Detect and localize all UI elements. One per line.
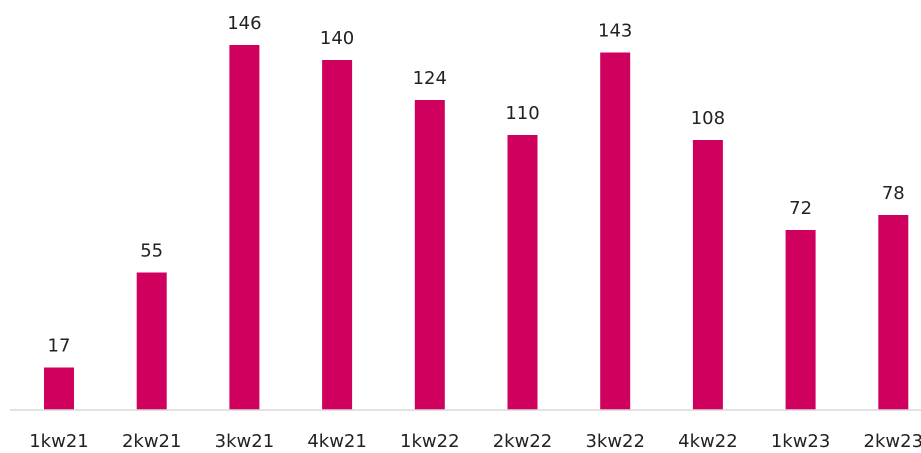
- value-label-1kw23: 72: [789, 198, 812, 219]
- bar-1kw22: [414, 100, 445, 410]
- category-label-4kw21: 4kw21: [307, 431, 367, 452]
- bar-2kw21: [136, 272, 167, 410]
- bar-3kw21: [229, 45, 260, 410]
- value-label-2kw22: 110: [505, 103, 539, 124]
- value-label-4kw21: 140: [320, 28, 354, 49]
- value-labels-group: 17 55 146 140 124 110 143 108 72 78: [48, 13, 905, 357]
- bar-3kw22: [600, 52, 631, 410]
- bar-2kw23: [878, 215, 909, 410]
- bar-1kw23: [785, 230, 816, 410]
- value-label-1kw22: 124: [413, 68, 447, 89]
- category-label-1kw22: 1kw22: [400, 431, 460, 452]
- category-label-3kw21: 3kw21: [215, 431, 275, 452]
- bar-2kw22: [507, 135, 538, 410]
- category-labels-group: 1kw21 2kw21 3kw21 4kw21 1kw22 2kw22 3kw22 4kw22…: [29, 431, 921, 452]
- value-label-3kw21: 146: [227, 13, 261, 34]
- category-label-4kw22: 4kw22: [678, 431, 738, 452]
- bar-4kw22: [692, 140, 723, 410]
- category-label-1kw21: 1kw21: [29, 431, 89, 452]
- category-label-2kw23: 2kw23: [864, 431, 921, 452]
- category-label-1kw23: 1kw23: [771, 431, 831, 452]
- value-label-3kw22: 143: [598, 21, 632, 42]
- value-label-2kw23: 78: [882, 183, 905, 204]
- bar-4kw21: [322, 60, 353, 410]
- category-label-3kw22: 3kw22: [585, 431, 645, 452]
- category-label-2kw21: 2kw21: [122, 431, 182, 452]
- value-label-4kw22: 108: [691, 108, 725, 129]
- bars-group: [44, 45, 909, 410]
- category-label-2kw22: 2kw22: [493, 431, 553, 452]
- value-label-1kw21: 17: [48, 336, 71, 357]
- value-label-2kw21: 55: [140, 241, 163, 262]
- bar-1kw21: [44, 367, 74, 410]
